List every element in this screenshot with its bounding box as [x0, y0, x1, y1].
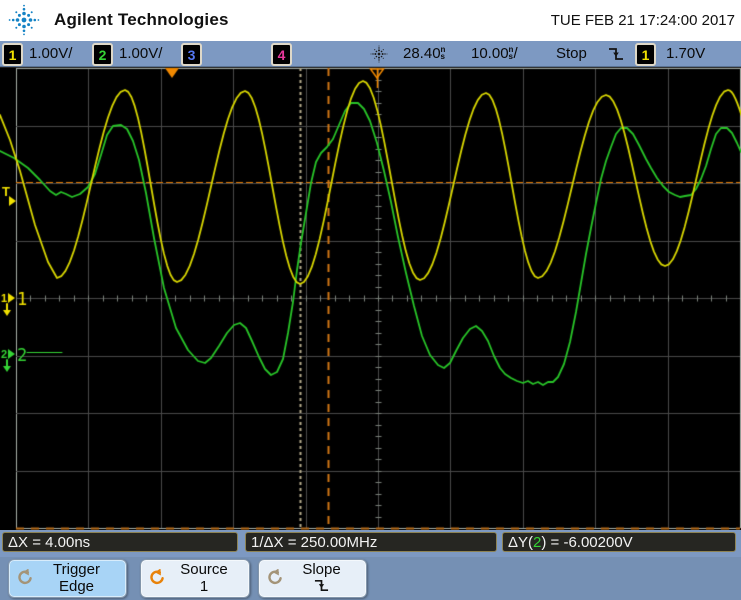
slope-menu-button[interactable]: Slope	[258, 559, 367, 598]
header: Agilent Technologies TUE FEB 21 17:24:00…	[0, 0, 741, 41]
softkey-bar: Trigger Edge Source 1 Slope	[0, 557, 741, 600]
channel-1-badge: 1	[2, 43, 23, 66]
delay-readout: 28.40 n s	[403, 45, 446, 62]
softkey-label: Trigger	[53, 561, 100, 578]
trigger-level-readout: 1.70V	[666, 45, 706, 62]
status-bar: 1 1.00V/ 2 1.00V/ 3 4 28.40 n s 10.00 n s / S…	[0, 41, 741, 67]
softkey-label: Slope	[302, 561, 341, 578]
datetime-display: TUE FEB 21 17:24:00 2017	[550, 12, 735, 29]
falling-edge-icon	[314, 578, 329, 595]
inverse-delta-x-readout: 1/ΔX = 250.00MHz	[245, 532, 497, 552]
acquisition-spark-icon	[369, 44, 389, 69]
knob-rotate-icon	[265, 567, 282, 586]
knob-rotate-icon	[147, 567, 164, 586]
channel-1-scale: 1.00V/	[29, 45, 73, 62]
brand-title: Agilent Technologies	[54, 10, 229, 29]
softkey-label: Source	[180, 561, 228, 578]
channel-4-badge: 4	[271, 43, 292, 66]
softkey-value: 1	[199, 578, 209, 595]
softkey-value: Edge	[58, 578, 95, 595]
trigger-source-badge: 1	[635, 43, 656, 66]
trigger-menu-button[interactable]: Trigger Edge	[8, 559, 127, 598]
measurement-bar: ΔX = 4.00ns 1/ΔX = 250.00MHz ΔY(2) = -6.…	[0, 530, 741, 557]
source-menu-button[interactable]: Source 1	[140, 559, 250, 598]
delta-x-readout: ΔX = 4.00ns	[2, 532, 238, 552]
falling-edge-icon	[608, 46, 624, 67]
agilent-spark-logo-icon	[6, 2, 42, 38]
channel-2-scale: 1.00V/	[119, 45, 163, 62]
run-state-label: Stop	[556, 45, 587, 62]
channel-3-badge: 3	[181, 43, 202, 66]
channel-2-badge: 2	[92, 43, 113, 66]
knob-rotate-icon	[15, 567, 32, 586]
delta-y-readout: ΔY(2) = -6.00200V	[502, 532, 736, 552]
timebase-readout: 10.00 n s /	[471, 45, 518, 62]
